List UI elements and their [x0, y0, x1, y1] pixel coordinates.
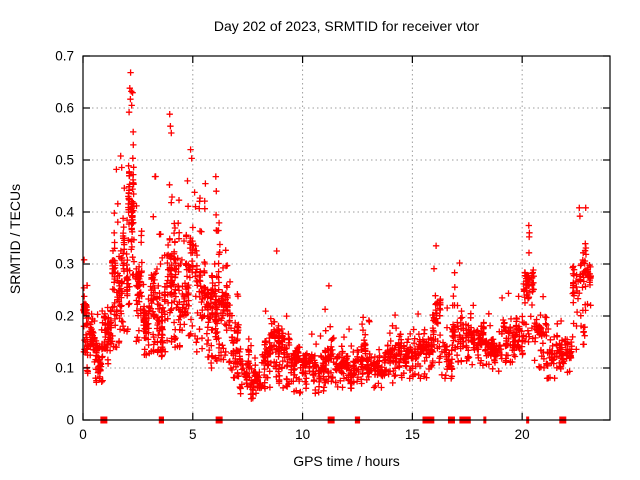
x-tick-label: 5	[189, 427, 197, 442]
x-tick-label: 0	[79, 427, 87, 442]
y-tick-label: 0.2	[55, 309, 74, 324]
x-axis-label: GPS time / hours	[293, 453, 400, 469]
y-tick-label: 0	[66, 413, 74, 428]
tick-labels: 0 5 10 15 20 0 0.1 0.2 0.3 0.4 0.5 0.6 0.7	[55, 49, 529, 443]
axis-ticks	[82, 55, 610, 421]
y-tick-label: 0.1	[55, 361, 74, 376]
y-tick-label: 0.7	[55, 49, 74, 64]
y-tick-label: 0.6	[55, 101, 74, 116]
x-tick-label: 20	[515, 427, 530, 442]
plot-frame	[82, 55, 611, 421]
y-tick-label: 0.4	[55, 205, 74, 220]
scatter-points	[80, 69, 594, 402]
y-tick-label: 0.5	[55, 153, 74, 168]
y-tick-label: 0.3	[55, 257, 74, 272]
chart-title: Day 202 of 2023, SRMTID for receiver vto…	[213, 18, 480, 34]
x-tick-label: 10	[295, 427, 310, 442]
x-tick-label: 15	[405, 427, 420, 442]
